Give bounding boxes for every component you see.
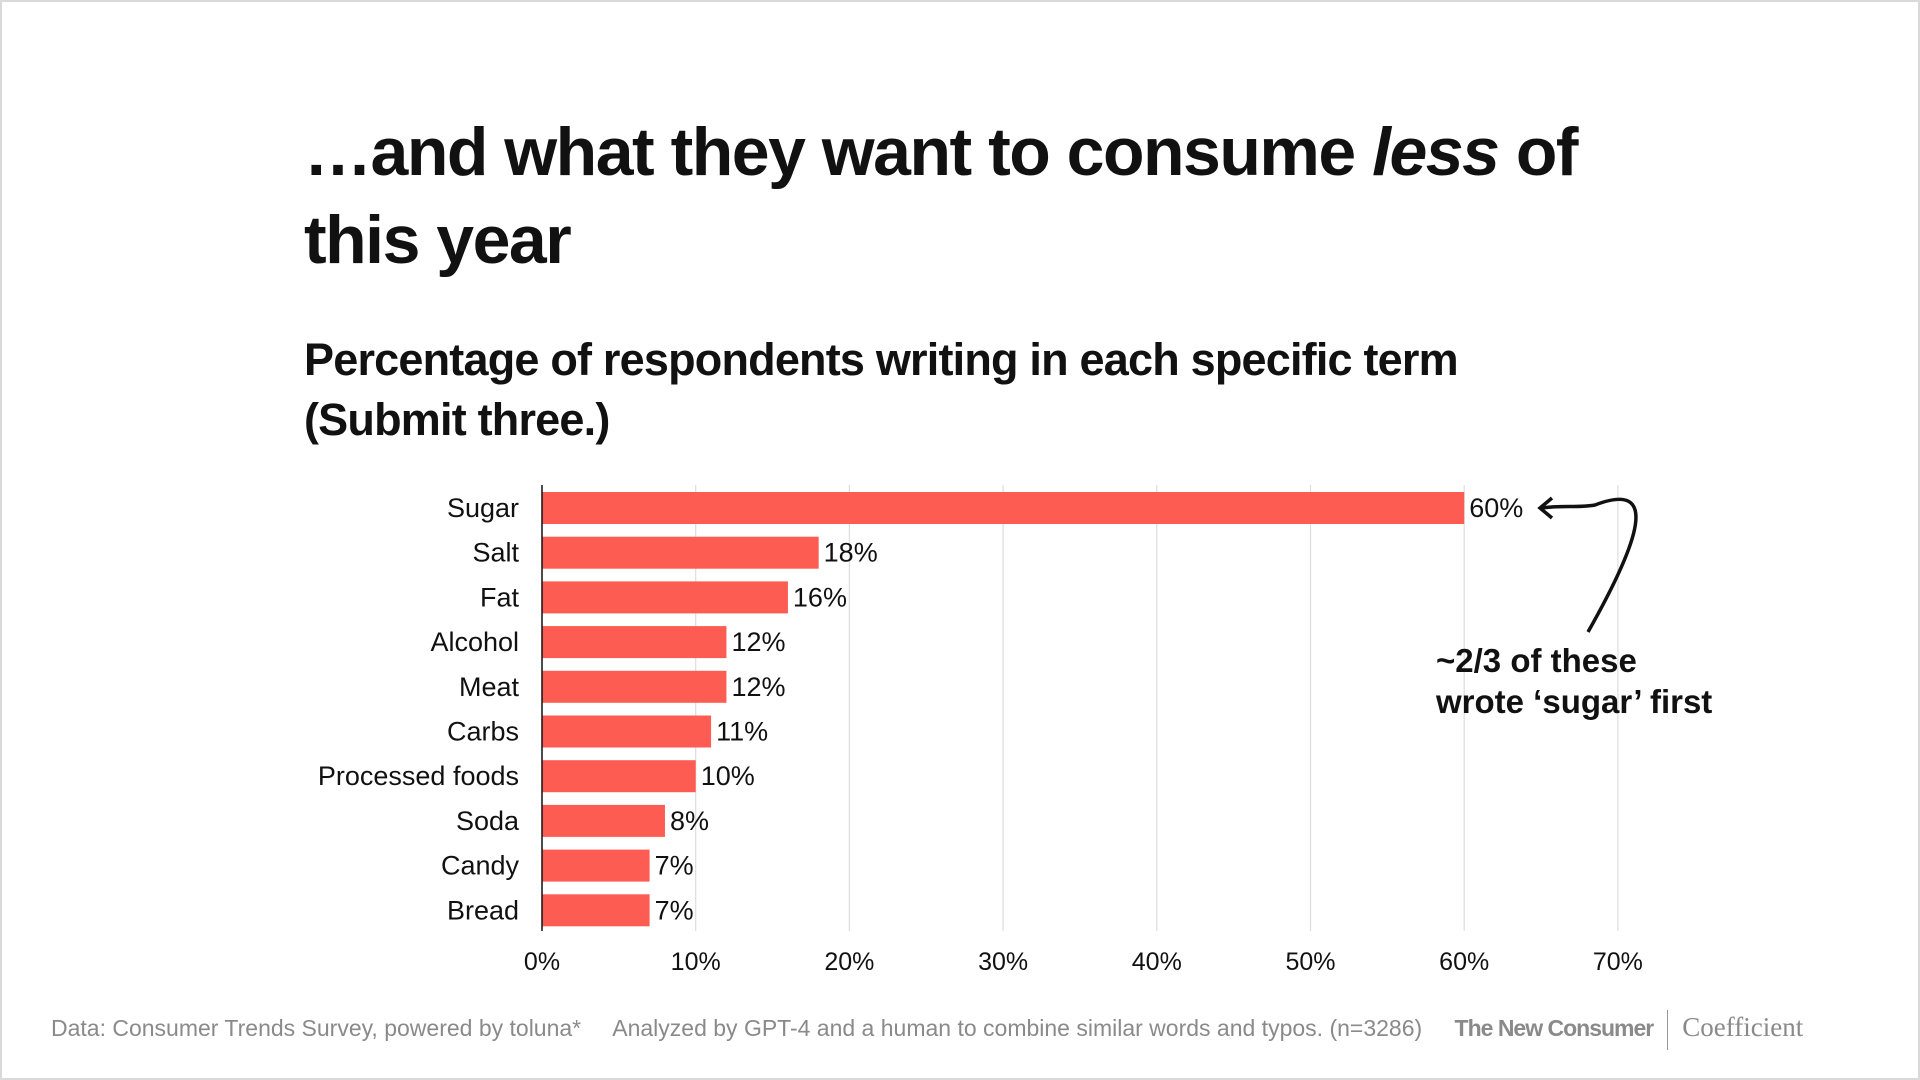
data-label: 8% bbox=[670, 806, 709, 836]
chart-title: …and what they want to consume less of t… bbox=[304, 114, 1579, 278]
category-label: Fat bbox=[480, 582, 520, 612]
x-tick-label: 50% bbox=[1285, 948, 1335, 976]
bar bbox=[542, 626, 727, 659]
x-tick-label: 20% bbox=[824, 948, 874, 976]
divider bbox=[1667, 1010, 1669, 1050]
bar bbox=[542, 849, 650, 882]
bar bbox=[542, 581, 788, 614]
data-label: 10% bbox=[701, 761, 755, 791]
data-label: 18% bbox=[824, 538, 878, 568]
data-label: 11% bbox=[716, 717, 768, 747]
data-label: 12% bbox=[731, 627, 785, 657]
data-label: 12% bbox=[731, 672, 785, 702]
x-tick-label: 30% bbox=[978, 948, 1028, 976]
data-label: 7% bbox=[655, 851, 694, 881]
annotation-line: wrote ‘sugar’ first bbox=[1436, 683, 1713, 720]
bar bbox=[542, 492, 1465, 524]
bar bbox=[542, 536, 819, 569]
annotation: ~2/3 of these wrote ‘sugar’ first bbox=[1436, 640, 1712, 722]
category-label: Carbs bbox=[447, 717, 519, 747]
category-label: Soda bbox=[456, 806, 520, 836]
annotation-arrow bbox=[1541, 497, 1638, 633]
x-tick-label: 70% bbox=[1593, 948, 1643, 976]
category-label: Sugar bbox=[447, 493, 519, 523]
arrowhead-icon bbox=[1537, 496, 1554, 520]
annotation-line: ~2/3 of these bbox=[1436, 642, 1637, 679]
source-note: Data: Consumer Trends Survey, powered by… bbox=[51, 1015, 582, 1042]
bar bbox=[542, 894, 650, 927]
bar bbox=[542, 715, 712, 748]
data-label: 60% bbox=[1469, 493, 1523, 523]
category-label: Alcohol bbox=[430, 627, 519, 657]
x-tick-label: 10% bbox=[671, 948, 721, 976]
x-tick-label: 0% bbox=[524, 948, 560, 976]
footer: Data: Consumer Trends Survey, powered by… bbox=[51, 1010, 1829, 1050]
bar bbox=[542, 670, 727, 703]
bar bbox=[542, 760, 696, 793]
category-label: Candy bbox=[441, 851, 520, 881]
x-tick-label: 40% bbox=[1132, 948, 1182, 976]
x-tick-label: 60% bbox=[1439, 948, 1489, 976]
category-label: Meat bbox=[459, 672, 520, 702]
category-label: Processed foods bbox=[318, 761, 519, 791]
data-label: 7% bbox=[655, 895, 694, 925]
bar bbox=[542, 804, 665, 837]
category-label: Salt bbox=[472, 538, 519, 568]
data-label: 16% bbox=[793, 582, 847, 612]
category-label: Bread bbox=[447, 895, 519, 925]
chart-subtitle: Percentage of respondents writing in eac… bbox=[304, 334, 1459, 445]
brand-logo: The New Consumer bbox=[1454, 1015, 1655, 1042]
method-note: Analyzed by GPT-4 and a human to combine… bbox=[612, 1015, 1423, 1042]
brand-logo: Coefficient bbox=[1682, 1012, 1804, 1043]
